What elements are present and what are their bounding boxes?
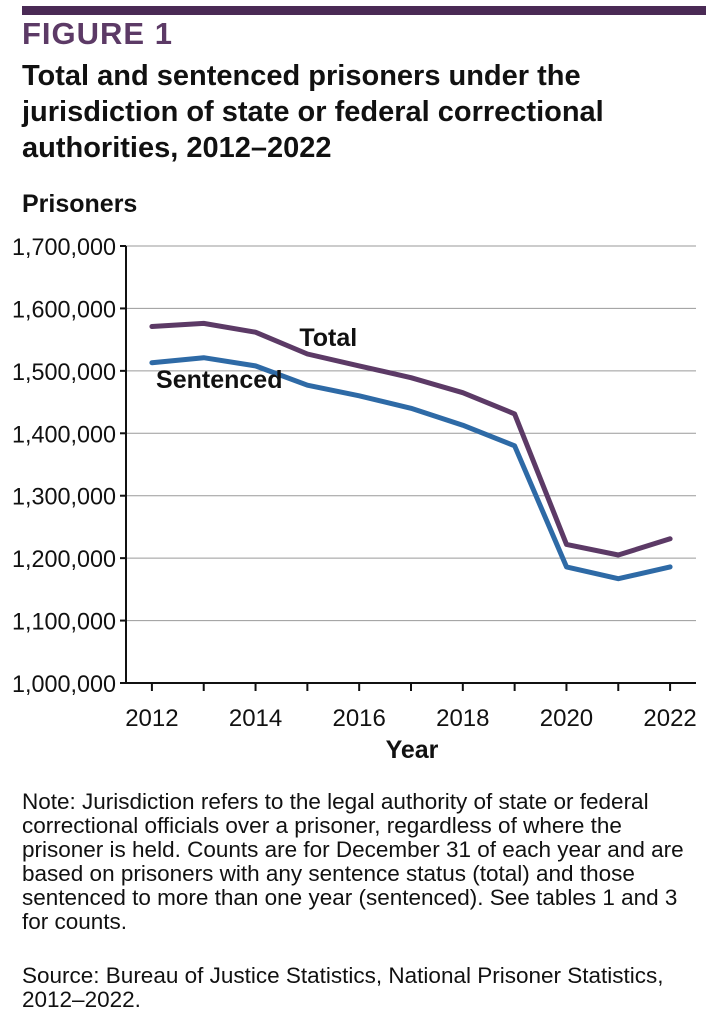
chart-note: Note: Jurisdiction refers to the legal a… <box>22 789 684 934</box>
top-rule <box>22 6 706 15</box>
x-tick-label: 2022 <box>643 705 696 732</box>
annotation-sentenced: Sentenced <box>156 366 282 394</box>
x-tick-label: 2016 <box>332 705 385 732</box>
y-tick-label: 1,500,000 <box>12 359 116 386</box>
chart-source: Source: Bureau of Justice Statistics, Na… <box>22 963 664 1012</box>
x-axis-label: Year <box>386 736 439 764</box>
annotation-total: Total <box>299 324 357 352</box>
figure-label: FIGURE 1 <box>22 16 173 51</box>
y-tick-label: 1,300,000 <box>12 484 116 511</box>
x-tick-label: 2018 <box>436 705 489 732</box>
series-line-sentenced <box>149 355 673 582</box>
chart-title: Total and sentenced prisoners under the … <box>22 60 604 164</box>
line-chart: Prisoners 1,000,000 1,100,000 1,200,000 1,30… <box>12 190 697 764</box>
y-axis-label: Prisoners <box>22 190 137 218</box>
x-tick-label: 2020 <box>540 705 593 732</box>
y-tick-label: 1,600,000 <box>12 296 116 323</box>
series-line-total <box>149 320 673 558</box>
y-tick-label: 1,400,000 <box>12 421 116 448</box>
x-tick-label: 2014 <box>229 705 282 732</box>
y-tick-label: 1,100,000 <box>12 609 116 636</box>
x-tick-label: 2012 <box>125 705 178 732</box>
y-tick-label: 1,700,000 <box>12 234 116 261</box>
y-tick-label: 1,200,000 <box>12 546 116 573</box>
y-tick-label: 1,000,000 <box>12 671 116 698</box>
